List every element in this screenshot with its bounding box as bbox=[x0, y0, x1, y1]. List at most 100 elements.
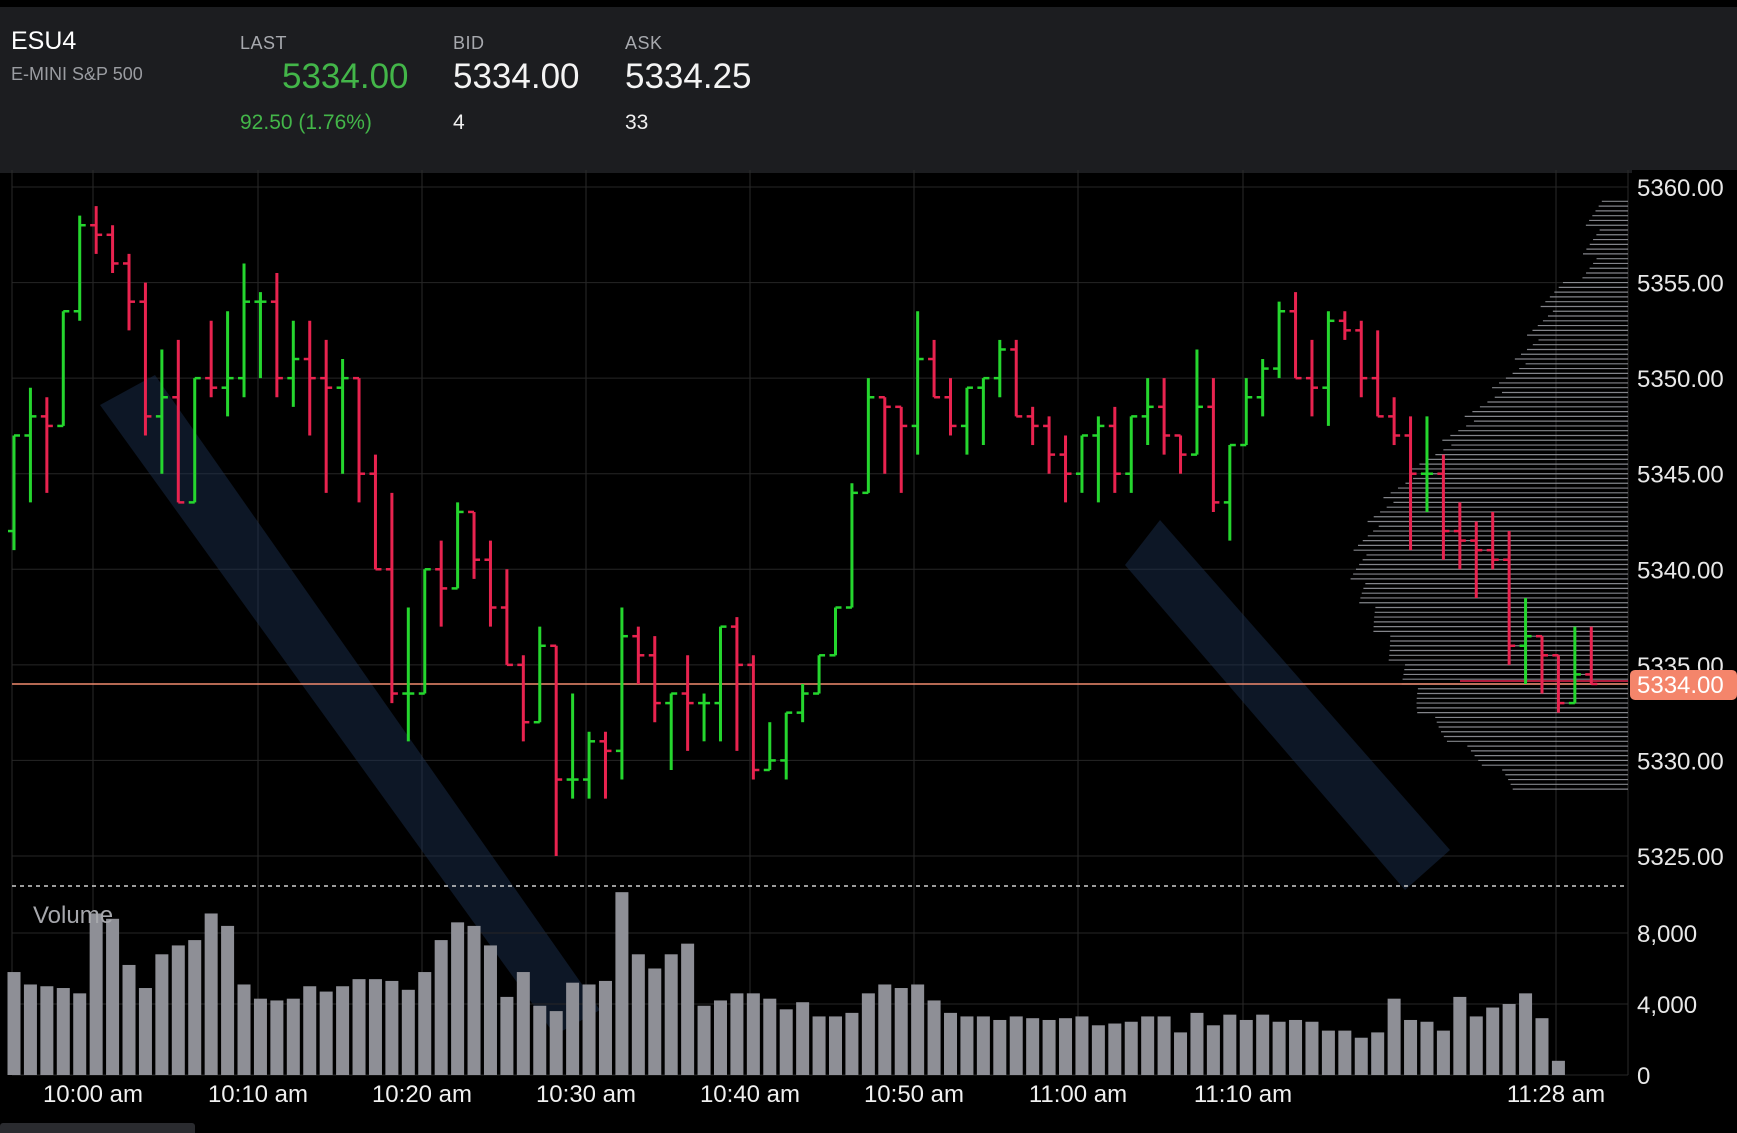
ohlc-bar bbox=[845, 483, 858, 609]
ohlc-bar bbox=[1273, 301, 1286, 379]
volume-bar bbox=[352, 979, 366, 1075]
price-tick-label: 5330.00 bbox=[1637, 748, 1724, 775]
scroll-handle[interactable] bbox=[0, 1123, 195, 1133]
volume-bar bbox=[944, 1012, 958, 1075]
volume-bar bbox=[286, 998, 300, 1075]
volume-bar bbox=[1354, 1037, 1368, 1075]
ohlc-bar bbox=[106, 225, 119, 274]
ask-label: ASK bbox=[625, 33, 663, 53]
ohlc-bar bbox=[1158, 378, 1171, 455]
ohlc-bar bbox=[566, 693, 579, 799]
volume-bar bbox=[763, 998, 777, 1075]
ohlc-bar bbox=[895, 405, 908, 493]
volume-bar bbox=[878, 984, 892, 1075]
volume-bar bbox=[894, 988, 908, 1075]
ohlc-bar bbox=[878, 396, 891, 474]
ohlc-bar bbox=[648, 636, 661, 723]
volume-bar bbox=[779, 1009, 793, 1075]
bid-label: BID bbox=[453, 33, 485, 53]
volume-bar bbox=[56, 988, 70, 1075]
last-price: 5334.00 bbox=[282, 57, 409, 96]
volume-bar bbox=[1371, 1032, 1385, 1075]
ohlc-bar bbox=[632, 626, 645, 684]
ohlc-bar bbox=[928, 339, 941, 399]
volume-bar bbox=[73, 993, 87, 1075]
ohlc-bar bbox=[1059, 435, 1072, 503]
ohlc-bar bbox=[1223, 443, 1236, 541]
volume-bar bbox=[270, 1000, 284, 1075]
time-tick-label: 10:20 am bbox=[372, 1081, 472, 1108]
volume-bar bbox=[1436, 1030, 1450, 1075]
ohlc-bar bbox=[1141, 378, 1154, 446]
volume-bar bbox=[1026, 1018, 1040, 1075]
volume-bar bbox=[1535, 1018, 1549, 1075]
volume-bar bbox=[582, 984, 596, 1075]
ohlc-bar bbox=[1437, 454, 1450, 560]
ohlc-bar bbox=[583, 731, 596, 799]
ohlc-bar bbox=[714, 625, 727, 742]
volume-bar bbox=[1453, 996, 1467, 1075]
ohlc-bar bbox=[911, 311, 924, 455]
volume-bar bbox=[812, 1016, 826, 1075]
price-tick-label: 5340.00 bbox=[1637, 557, 1724, 584]
price-tick-label: 5345.00 bbox=[1637, 462, 1724, 489]
ohlc-bar bbox=[287, 320, 300, 407]
bid-price: 5334.00 bbox=[453, 57, 580, 96]
volume-bar bbox=[1059, 1018, 1073, 1075]
volume-bar bbox=[911, 984, 925, 1075]
ohlc-bar bbox=[550, 644, 563, 856]
ohlc-bar bbox=[270, 273, 283, 398]
volume-bar bbox=[1321, 1030, 1335, 1075]
volume-bar bbox=[1404, 1019, 1418, 1075]
volume-bar bbox=[549, 1011, 563, 1075]
volume-bar bbox=[106, 918, 120, 1075]
ohlc-bar bbox=[188, 376, 201, 504]
ohlc-bar bbox=[1453, 502, 1466, 570]
ohlc-bar bbox=[1470, 521, 1483, 598]
ohlc-bar bbox=[320, 339, 333, 493]
ohlc-bar bbox=[1190, 349, 1203, 456]
volume-bar bbox=[1338, 1030, 1352, 1075]
volume-bar bbox=[1256, 1014, 1270, 1075]
volume-bar bbox=[7, 972, 21, 1075]
symbol[interactable]: ESU4 bbox=[11, 27, 77, 55]
time-tick-label: 10:10 am bbox=[208, 1081, 308, 1108]
ohlc-bar bbox=[57, 309, 70, 428]
ohlc-bar bbox=[1092, 416, 1105, 503]
ohlc-bar bbox=[1486, 511, 1499, 570]
ohlc-bar bbox=[1552, 654, 1565, 713]
price-tick-label: 5325.00 bbox=[1637, 844, 1724, 871]
volume-bar bbox=[1157, 1016, 1171, 1075]
volume-bar bbox=[122, 964, 136, 1075]
volume-bar bbox=[1206, 1025, 1220, 1075]
time-tick-label: 11:10 am bbox=[1194, 1081, 1292, 1108]
ohlc-bar bbox=[418, 568, 431, 695]
ohlc-bar bbox=[468, 510, 481, 579]
trend-channel-2 bbox=[1125, 520, 1450, 890]
volume-bar bbox=[1272, 1021, 1286, 1075]
price-chart[interactable]: 5325.005330.005335.005340.005345.005350.… bbox=[0, 170, 1737, 1123]
ohlc-bar bbox=[8, 434, 20, 551]
ohlc-bar bbox=[681, 655, 694, 751]
volume-bar bbox=[204, 913, 218, 1075]
volume-bar bbox=[1289, 1019, 1303, 1075]
ohlc-bar bbox=[353, 376, 366, 503]
ohlc-bar bbox=[1420, 416, 1433, 512]
time-axis: 10:00 am 10:10 am 10:20 am 10:30 am 10:40 am… bbox=[43, 1081, 1605, 1108]
volume-bar bbox=[23, 984, 37, 1075]
ohlc-bar bbox=[221, 311, 234, 417]
volume-bar bbox=[615, 892, 629, 1075]
volume-bar bbox=[221, 925, 235, 1075]
volume-bar bbox=[188, 940, 202, 1075]
volume-bar bbox=[1108, 1023, 1122, 1075]
ohlc-bar bbox=[1305, 339, 1318, 417]
ohlc-bar bbox=[698, 693, 711, 742]
ohlc-bar bbox=[139, 282, 152, 436]
ohlc-bar bbox=[1026, 406, 1039, 446]
ohlc-bar bbox=[1535, 634, 1548, 694]
ohlc-bar bbox=[500, 569, 513, 667]
volume-bar bbox=[385, 980, 399, 1075]
volume-bar bbox=[1223, 1014, 1237, 1075]
ohlc-bar bbox=[238, 263, 251, 398]
volume-bar bbox=[927, 1000, 941, 1075]
